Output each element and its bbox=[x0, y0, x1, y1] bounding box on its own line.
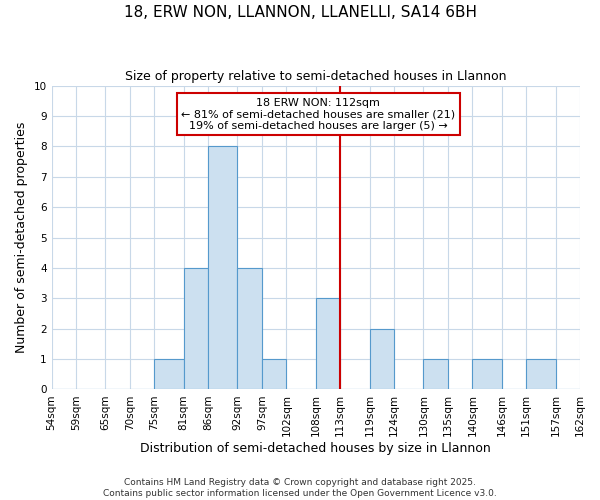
Bar bbox=[370, 328, 394, 390]
Text: Contains HM Land Registry data © Crown copyright and database right 2025.
Contai: Contains HM Land Registry data © Crown c… bbox=[103, 478, 497, 498]
Bar bbox=[238, 268, 262, 390]
Y-axis label: Number of semi-detached properties: Number of semi-detached properties bbox=[15, 122, 28, 353]
Bar bbox=[526, 359, 556, 390]
X-axis label: Distribution of semi-detached houses by size in Llannon: Distribution of semi-detached houses by … bbox=[140, 442, 491, 455]
Bar bbox=[262, 359, 286, 390]
Bar bbox=[472, 359, 502, 390]
Bar bbox=[154, 359, 184, 390]
Bar bbox=[208, 146, 238, 390]
Bar bbox=[184, 268, 208, 390]
Title: Size of property relative to semi-detached houses in Llannon: Size of property relative to semi-detach… bbox=[125, 70, 506, 83]
Text: 18 ERW NON: 112sqm
← 81% of semi-detached houses are smaller (21)
19% of semi-de: 18 ERW NON: 112sqm ← 81% of semi-detache… bbox=[181, 98, 455, 131]
Bar bbox=[316, 298, 340, 390]
Bar bbox=[424, 359, 448, 390]
Text: 18, ERW NON, LLANNON, LLANELLI, SA14 6BH: 18, ERW NON, LLANNON, LLANELLI, SA14 6BH bbox=[124, 5, 476, 20]
